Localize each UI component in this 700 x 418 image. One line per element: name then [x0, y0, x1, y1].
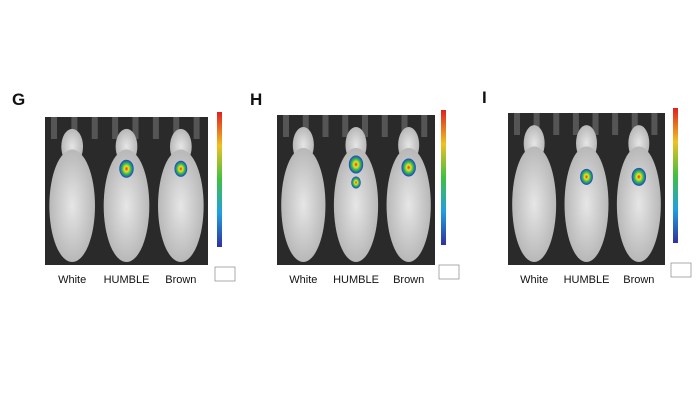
cage-bar	[302, 115, 309, 137]
panel-label: I	[482, 88, 487, 107]
scale-legend-box	[670, 262, 692, 278]
cage-bar	[91, 117, 98, 139]
cage-bar	[362, 115, 368, 137]
mouse-caption: White	[520, 274, 548, 286]
cage-bar	[193, 117, 200, 139]
signal	[351, 176, 361, 189]
mouse-body	[158, 149, 204, 263]
cage-bar	[631, 113, 638, 135]
cage-bar	[514, 113, 520, 135]
mouse-body	[333, 148, 379, 262]
mouse-caption: HUMBLE	[333, 274, 379, 286]
mouse-body	[49, 149, 95, 263]
cage-bar	[112, 117, 119, 139]
color-scale	[441, 110, 446, 245]
cage-bar	[381, 115, 388, 137]
signal	[580, 168, 593, 185]
mouse-caption: Brown	[165, 274, 196, 286]
color-scale	[673, 108, 678, 243]
mouse-body	[564, 146, 609, 262]
cage-bar	[421, 115, 428, 137]
signal	[174, 160, 188, 177]
mouse-caption: HUMBLE	[564, 274, 610, 286]
cage-bar	[132, 117, 139, 139]
panel-label: G	[12, 90, 25, 109]
panel-label: H	[250, 90, 262, 109]
signal	[348, 155, 364, 174]
cage-bar	[592, 113, 599, 135]
signal	[119, 159, 134, 178]
cage-bar	[173, 117, 180, 139]
mouse-body	[281, 148, 326, 262]
cage-bar	[612, 113, 619, 135]
cage-bar	[152, 117, 159, 139]
scale-legend-box	[214, 266, 236, 282]
mouse-body	[512, 146, 557, 262]
cage-bar	[572, 113, 579, 135]
cage-bar	[651, 113, 658, 135]
mouse-caption: Brown	[393, 274, 424, 286]
cage-bar	[51, 117, 57, 139]
mouse-caption: HUMBLE	[104, 274, 150, 286]
signal	[401, 158, 416, 177]
cage-bar	[71, 117, 78, 139]
cage-bar	[283, 115, 289, 137]
scale-legend-box	[438, 264, 460, 280]
cage-bar	[322, 115, 329, 137]
mouse-caption: White	[58, 274, 86, 286]
cage-bar	[342, 115, 349, 137]
color-scale	[217, 112, 222, 247]
signal	[631, 167, 647, 186]
mouse-body	[103, 149, 150, 263]
mouse-caption: White	[289, 274, 317, 286]
mouse-body	[616, 146, 661, 262]
cage-bar	[533, 113, 540, 135]
cage-bar	[401, 115, 408, 137]
mouse-body	[386, 148, 431, 262]
mouse-caption: Brown	[623, 274, 654, 286]
cage-bar	[553, 113, 560, 135]
